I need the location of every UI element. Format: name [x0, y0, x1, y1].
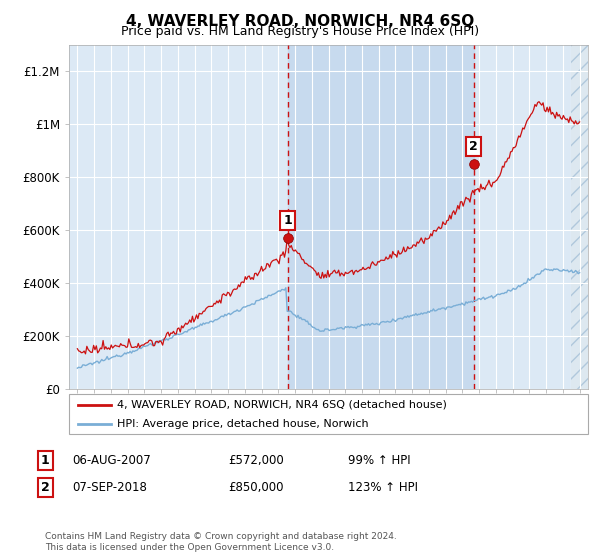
Text: Price paid vs. HM Land Registry's House Price Index (HPI): Price paid vs. HM Land Registry's House … — [121, 25, 479, 38]
Bar — [571, 45, 588, 389]
Text: 1: 1 — [284, 214, 292, 227]
Bar — [288, 45, 473, 389]
Text: 1: 1 — [41, 454, 49, 467]
Text: HPI: Average price, detached house, Norwich: HPI: Average price, detached house, Norw… — [117, 419, 368, 429]
Text: 123% ↑ HPI: 123% ↑ HPI — [348, 480, 418, 494]
Text: 99% ↑ HPI: 99% ↑ HPI — [348, 454, 410, 467]
Text: 4, WAVERLEY ROAD, NORWICH, NR4 6SQ (detached house): 4, WAVERLEY ROAD, NORWICH, NR4 6SQ (deta… — [117, 400, 447, 410]
Bar — [571, 45, 588, 389]
Text: 2: 2 — [41, 480, 49, 494]
Text: 2: 2 — [469, 141, 478, 153]
Text: Contains HM Land Registry data © Crown copyright and database right 2024.
This d: Contains HM Land Registry data © Crown c… — [45, 532, 397, 552]
Text: 07-SEP-2018: 07-SEP-2018 — [72, 480, 147, 494]
Text: 4, WAVERLEY ROAD, NORWICH, NR4 6SQ: 4, WAVERLEY ROAD, NORWICH, NR4 6SQ — [126, 14, 474, 29]
Text: 06-AUG-2007: 06-AUG-2007 — [72, 454, 151, 467]
Text: £850,000: £850,000 — [228, 480, 284, 494]
Text: £572,000: £572,000 — [228, 454, 284, 467]
